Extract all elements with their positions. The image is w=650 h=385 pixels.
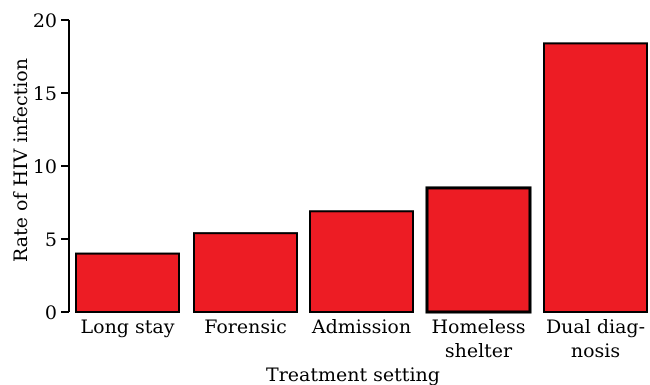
bar bbox=[309, 210, 414, 313]
bar bbox=[425, 186, 532, 314]
x-category-label: shelter bbox=[445, 340, 513, 362]
bar bbox=[543, 42, 648, 314]
bar bbox=[75, 252, 180, 314]
y-tick-label: 0 bbox=[45, 302, 57, 324]
x-category-label: Forensic bbox=[204, 316, 287, 338]
x-category-label: Homeless bbox=[431, 316, 525, 338]
bars bbox=[75, 42, 648, 314]
y-tick-label: 20 bbox=[33, 10, 57, 32]
y-axis: 0 5 10 15 20 bbox=[33, 10, 70, 324]
x-category-label: Admission bbox=[311, 316, 411, 338]
x-category-label: nosis bbox=[571, 340, 620, 362]
bar bbox=[193, 232, 298, 313]
y-tick-label: 5 bbox=[45, 229, 57, 251]
x-category-label: Long stay bbox=[81, 316, 175, 338]
y-tick-label: 10 bbox=[33, 156, 57, 178]
y-tick-label: 15 bbox=[33, 83, 57, 105]
x-category-label: Dual diag- bbox=[546, 316, 645, 338]
y-axis-title: Rate of HIV infection bbox=[10, 58, 32, 262]
x-axis-title: Treatment setting bbox=[266, 364, 440, 385]
x-axis-labels: Long stay Forensic Admission Homelessshelte… bbox=[81, 316, 646, 362]
